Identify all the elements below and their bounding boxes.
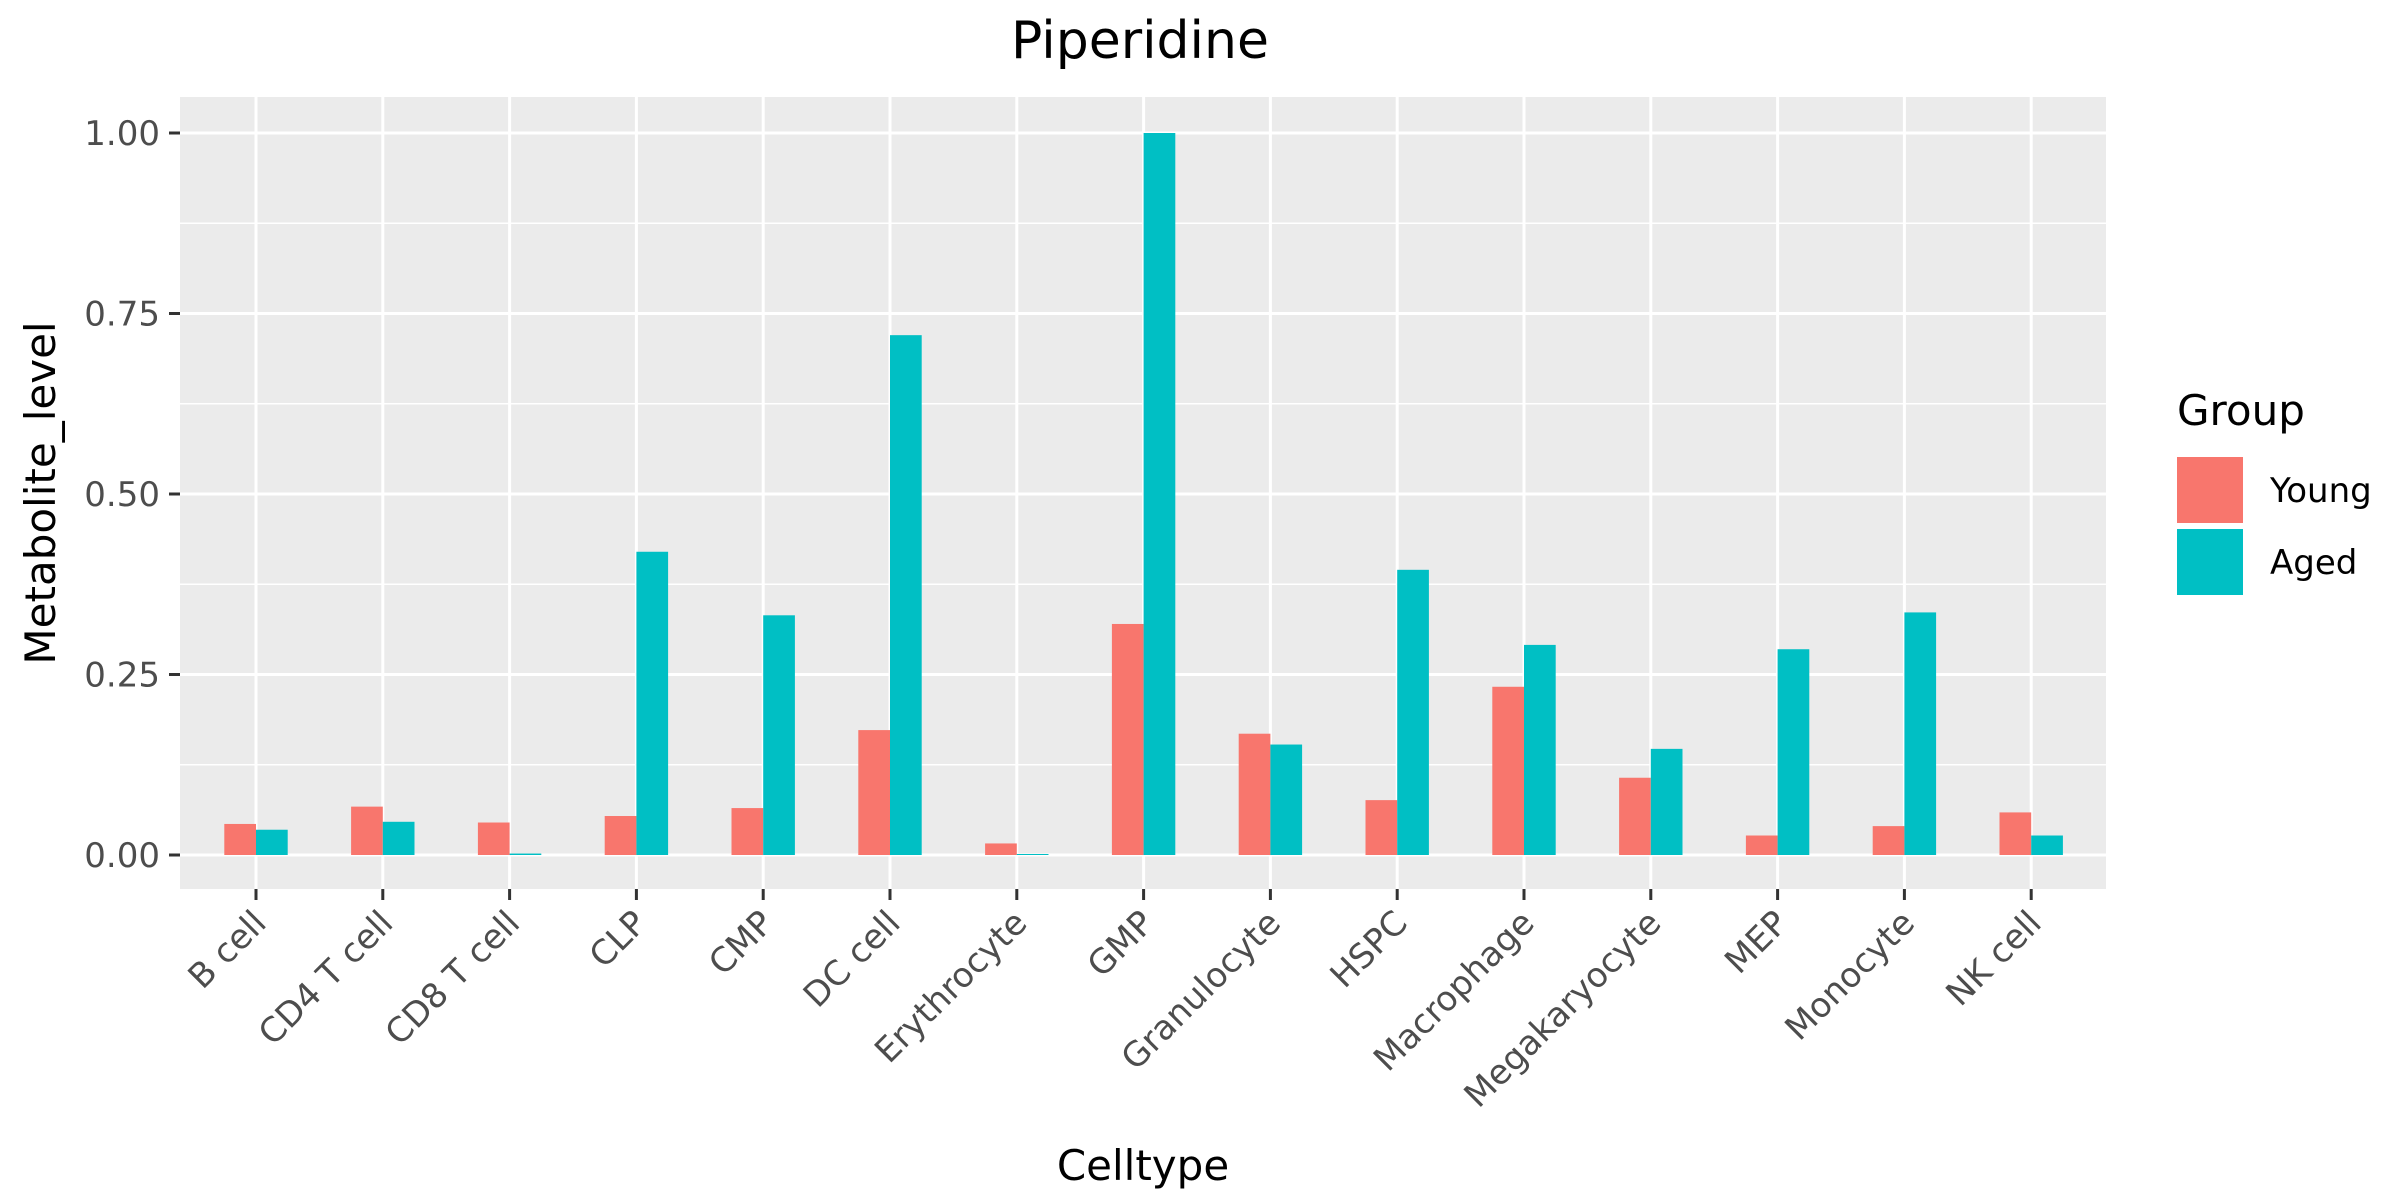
x-tick-label: HSPC	[1323, 903, 1416, 996]
bar-young-cd4-t-cell	[351, 806, 383, 855]
y-axis: 0.00 0.25 0.50 0.75 1.00	[84, 114, 180, 876]
bar-young-dc-cell	[858, 730, 890, 855]
bar-young-hspc	[1365, 800, 1398, 855]
legend-label-aged: Aged	[2270, 543, 2357, 583]
legend-key-young	[2177, 457, 2243, 523]
bar-young-mep	[1745, 835, 1778, 855]
bar-aged-megakaryocyte	[1650, 748, 1683, 855]
bars	[224, 133, 2063, 855]
y-tick-label: 0.50	[84, 475, 160, 515]
x-tick-label: Monocyte	[1777, 903, 1922, 1048]
x-axis-title: Celltype	[1057, 1141, 1229, 1190]
bar-aged-cd4-t-cell	[382, 821, 415, 855]
bar-young-macrophage	[1492, 686, 1524, 855]
legend-label-young: Young	[2269, 471, 2372, 511]
y-tick-label: 0.75	[84, 295, 160, 335]
bar-aged-dc-cell	[890, 335, 922, 855]
x-tick-label: GMP	[1080, 903, 1162, 985]
bar-young-megakaryocyte	[1619, 777, 1651, 855]
x-tick-label: CD8 T cell	[378, 903, 528, 1053]
x-tick-label: MEP	[1717, 903, 1796, 982]
bar-young-cmp	[731, 808, 764, 855]
bar-young-nk-cell	[1999, 812, 2032, 855]
y-tick-label: 0.00	[84, 836, 160, 876]
x-tick-label: CLP	[582, 903, 655, 976]
bar-young-granulocyte	[1238, 733, 1271, 855]
bar-young-b-cell	[224, 823, 256, 855]
bar-young-gmp	[1111, 623, 1144, 855]
chart-title: Piperidine	[1011, 11, 1269, 71]
bar-aged-nk-cell	[2031, 835, 2063, 855]
bar-aged-cd8-t-cell	[509, 853, 542, 855]
legend-title: Group	[2177, 386, 2305, 435]
bar-aged-monocyte	[1904, 612, 1937, 855]
legend-key-aged	[2177, 529, 2243, 595]
bar-aged-gmp	[1143, 133, 1176, 855]
x-tick-label: CD4 T cell	[251, 903, 401, 1053]
y-axis-title: Metabolite_level	[16, 321, 65, 664]
bar-aged-erythrocyte	[1016, 854, 1049, 855]
bar-aged-clp	[636, 551, 669, 855]
x-tick-label: NK cell	[1939, 903, 2050, 1014]
y-tick-label: 1.00	[84, 114, 160, 154]
x-tick-label: CMP	[701, 903, 781, 983]
x-tick-label: DC cell	[796, 903, 909, 1016]
bar-aged-macrophage	[1524, 644, 1556, 855]
bar-aged-hspc	[1397, 569, 1429, 855]
bar-young-erythrocyte	[985, 843, 1017, 855]
bar-young-cd8-t-cell	[477, 822, 510, 855]
bar-young-monocyte	[1872, 826, 1905, 855]
x-tick-label: B cell	[181, 903, 275, 997]
bar-aged-granulocyte	[1270, 744, 1303, 855]
bar-young-clp	[604, 816, 637, 855]
legend-items: Young Aged	[2177, 457, 2372, 595]
bar-aged-mep	[1777, 649, 1810, 855]
bar-aged-cmp	[763, 615, 795, 855]
y-tick-label: 0.25	[84, 656, 160, 696]
bar-aged-b-cell	[256, 829, 288, 855]
legend: Group Young Aged	[2177, 386, 2372, 595]
